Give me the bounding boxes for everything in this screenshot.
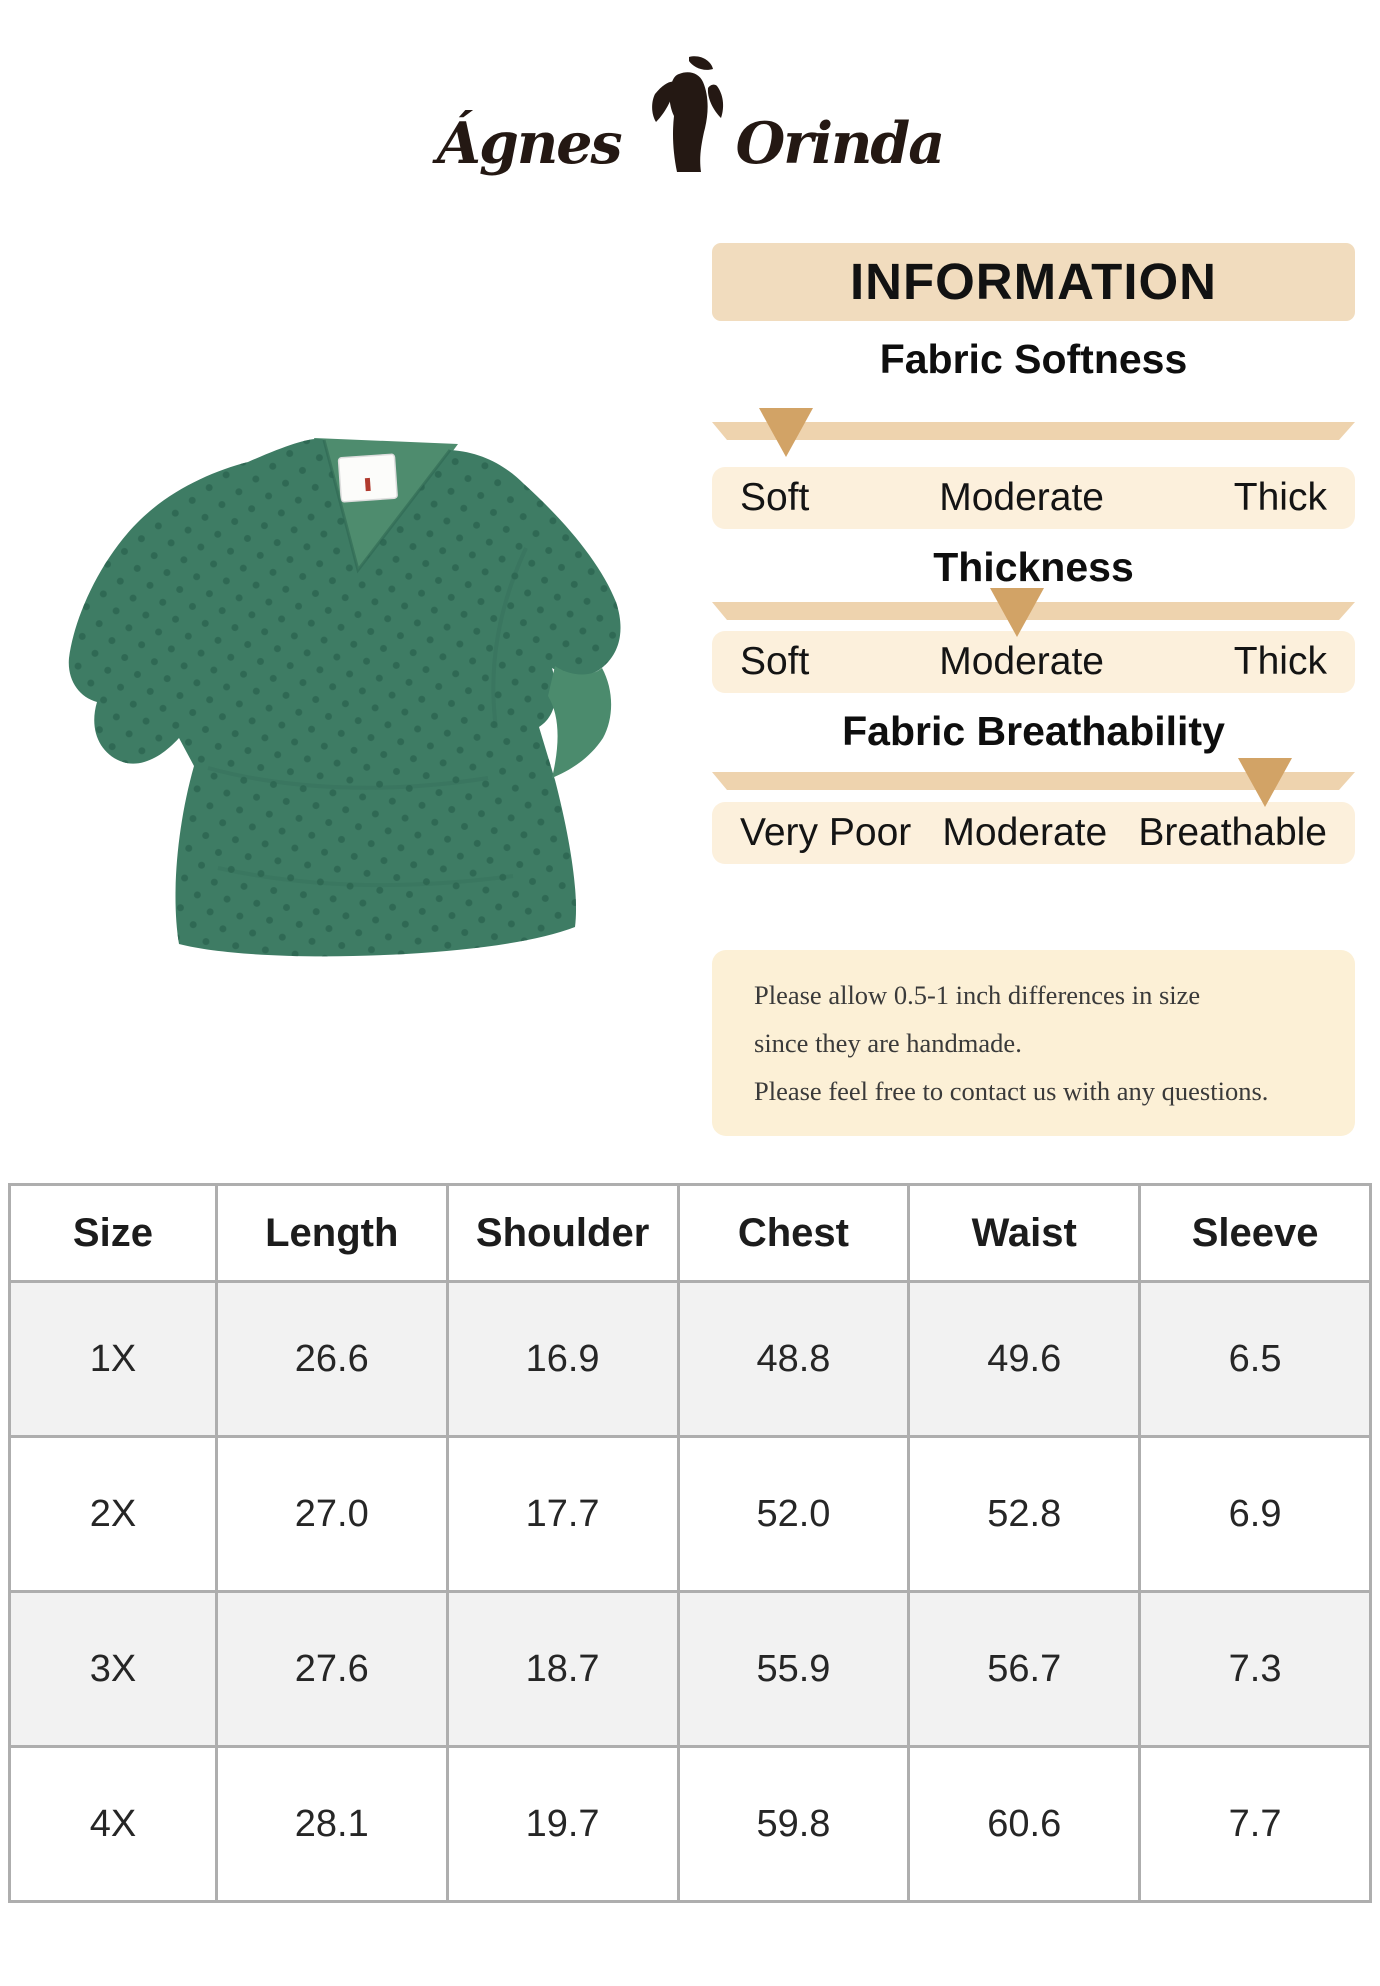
shoulder-cell: 16.9 <box>445 1280 680 1438</box>
scale-track <box>712 408 1355 457</box>
shoulder-cell: 17.7 <box>445 1435 680 1593</box>
scale-title: Fabric Softness <box>879 336 1188 382</box>
handmade-note: Please allow 0.5-1 inch differences in s… <box>712 950 1355 1136</box>
scale-label-high: Thick <box>1233 476 1327 519</box>
chest-cell: 52.0 <box>676 1435 911 1593</box>
note-line: since they are handmade. <box>754 1028 1022 1058</box>
column-header: Chest <box>676 1183 911 1283</box>
column-header: Waist <box>907 1183 1142 1283</box>
scale-bar <box>712 422 1355 440</box>
information-panel: INFORMATION Fabric Softness Soft Moderat… <box>712 243 1355 1136</box>
length-cell: 26.6 <box>214 1280 449 1438</box>
blouse-illustration <box>68 438 621 957</box>
scale-fabric-breathability: Fabric Breathability Very Poor Moderate … <box>712 705 1355 864</box>
scale-label-high: Thick <box>1233 640 1327 683</box>
column-header: Size <box>8 1183 218 1283</box>
waist-cell: 60.6 <box>907 1745 1142 1903</box>
waist-cell: 56.7 <box>907 1590 1142 1748</box>
waist-cell: 52.8 <box>907 1435 1142 1593</box>
size-chart-table: Size Length Shoulder Chest Waist Sleeve … <box>8 1183 1372 1903</box>
sleeve-cell: 7.3 <box>1138 1590 1372 1748</box>
column-header: Length <box>214 1183 449 1283</box>
scale-title: Thickness <box>933 544 1134 590</box>
level-marker-icon <box>758 408 813 457</box>
information-header: INFORMATION <box>712 243 1355 321</box>
brand-name-right: Orinda <box>735 110 946 177</box>
scale-label-mid: Moderate <box>942 811 1108 854</box>
scale-label-low: Soft <box>740 640 810 683</box>
table-row: 1X 26.6 16.9 48.8 49.6 6.5 <box>8 1280 1372 1438</box>
shoulder-cell: 18.7 <box>445 1590 680 1748</box>
scale-thickness: Thickness Soft Moderate Thick <box>712 541 1355 693</box>
size-cell: 3X <box>8 1590 218 1748</box>
scale-bar <box>712 772 1355 790</box>
length-cell: 27.0 <box>214 1435 449 1593</box>
scale-labels: Soft Moderate Thick <box>712 631 1355 693</box>
scale-label-high: Breathable <box>1138 811 1327 854</box>
size-chart-header-row: Size Length Shoulder Chest Waist Sleeve <box>8 1183 1372 1283</box>
brand-name-left: Ágnes <box>436 110 623 177</box>
scale-labels: Very Poor Moderate Breathable <box>712 802 1355 864</box>
chest-cell: 59.8 <box>676 1745 911 1903</box>
level-marker-icon <box>990 588 1045 637</box>
scale-title: Fabric Breathability <box>842 708 1225 754</box>
product-photo <box>58 428 643 980</box>
scale-label-low: Very Poor <box>740 811 912 854</box>
scale-track <box>712 588 1355 637</box>
level-marker-icon <box>1237 758 1292 807</box>
length-cell: 28.1 <box>214 1745 449 1903</box>
size-cell: 1X <box>8 1280 218 1438</box>
note-line: Please feel free to contact us with any … <box>754 1076 1269 1106</box>
column-header: Sleeve <box>1138 1183 1372 1283</box>
waist-cell: 49.6 <box>907 1280 1142 1438</box>
chest-cell: 55.9 <box>676 1590 911 1748</box>
woman-silhouette-icon <box>631 52 726 174</box>
note-line: Please allow 0.5-1 inch differences in s… <box>754 980 1201 1010</box>
scale-label-low: Soft <box>740 476 810 519</box>
shoulder-cell: 19.7 <box>445 1745 680 1903</box>
size-cell: 2X <box>8 1435 218 1593</box>
length-cell: 27.6 <box>214 1590 449 1748</box>
scale-track <box>712 758 1355 807</box>
table-row: 2X 27.0 17.7 52.0 52.8 6.9 <box>8 1435 1372 1593</box>
column-header: Shoulder <box>445 1183 680 1283</box>
sleeve-cell: 6.5 <box>1138 1280 1372 1438</box>
scale-labels: Soft Moderate Thick <box>712 467 1355 529</box>
brand-logo: Ágnes Orinda <box>0 46 1380 174</box>
scale-label-mid: Moderate <box>939 640 1104 683</box>
chest-cell: 48.8 <box>676 1280 911 1438</box>
size-cell: 4X <box>8 1745 218 1903</box>
scale-label-mid: Moderate <box>939 476 1104 519</box>
scale-fabric-softness: Fabric Softness Soft Moderate Thick <box>712 333 1355 529</box>
table-row: 3X 27.6 18.7 55.9 56.7 7.3 <box>8 1590 1372 1748</box>
sleeve-cell: 7.7 <box>1138 1745 1372 1903</box>
sleeve-cell: 6.9 <box>1138 1435 1372 1593</box>
table-row: 4X 28.1 19.7 59.8 60.6 7.7 <box>8 1745 1372 1903</box>
